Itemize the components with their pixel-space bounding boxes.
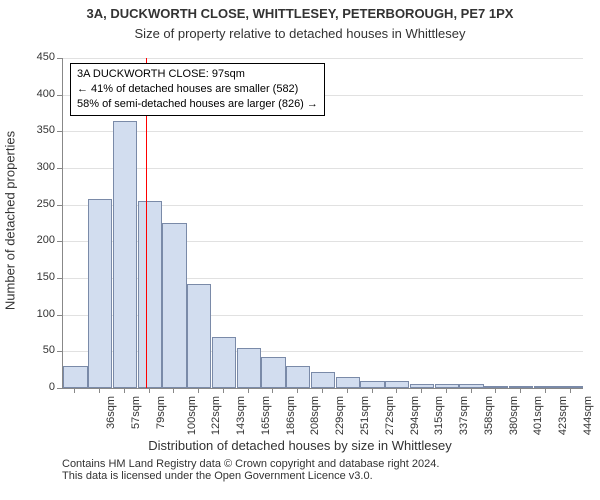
xtick-mark — [570, 388, 571, 393]
bar — [162, 223, 186, 388]
xtick-label: 186sqm — [285, 396, 297, 435]
bar — [286, 366, 310, 388]
bar — [360, 381, 384, 388]
ytick-mark — [57, 241, 62, 242]
ytick-label: 200 — [27, 234, 55, 246]
ytick-label: 400 — [27, 88, 55, 100]
bar — [435, 384, 459, 388]
xtick-label: 294sqm — [409, 396, 421, 435]
bar — [459, 384, 483, 388]
attribution-footer: Contains HM Land Registry data © Crown c… — [62, 458, 439, 482]
ytick-mark — [57, 131, 62, 132]
xtick-label: 122sqm — [211, 396, 223, 435]
xtick-label: 165sqm — [260, 396, 272, 435]
gridline — [63, 388, 583, 389]
bar — [237, 348, 261, 388]
gridline — [63, 168, 583, 169]
bar — [558, 386, 582, 388]
ytick-label: 250 — [27, 198, 55, 210]
x-axis-label: Distribution of detached houses by size … — [0, 438, 600, 453]
xtick-mark — [74, 388, 75, 393]
bar — [212, 337, 236, 388]
xtick-label: 401sqm — [532, 396, 544, 435]
bar — [63, 366, 87, 388]
bar — [534, 386, 558, 388]
xtick-mark — [347, 388, 348, 393]
xtick-mark — [248, 388, 249, 393]
ytick-label: 100 — [27, 308, 55, 320]
xtick-mark — [396, 388, 397, 393]
gridline — [63, 131, 583, 132]
annotation-line: 3A DUCKWORTH CLOSE: 97sqm — [77, 67, 318, 82]
chart-container: 3A, DUCKWORTH CLOSE, WHITTLESEY, PETERBO… — [0, 0, 600, 500]
xtick-mark — [149, 388, 150, 393]
xtick-label: 229sqm — [334, 396, 346, 435]
gridline — [63, 58, 583, 59]
xtick-label: 272sqm — [384, 396, 396, 435]
xtick-mark — [495, 388, 496, 393]
ytick-mark — [57, 168, 62, 169]
xtick-mark — [471, 388, 472, 393]
xtick-mark — [545, 388, 546, 393]
ytick-label: 150 — [27, 271, 55, 283]
xtick-label: 315sqm — [433, 396, 445, 435]
xtick-mark — [520, 388, 521, 393]
ytick-mark — [57, 58, 62, 59]
annotation-line: ← 41% of detached houses are smaller (58… — [77, 82, 318, 97]
bar — [311, 372, 335, 388]
ytick-mark — [57, 351, 62, 352]
xtick-mark — [99, 388, 100, 393]
bar — [385, 381, 409, 388]
ytick-mark — [57, 95, 62, 96]
xtick-label: 251sqm — [359, 396, 371, 435]
bar — [336, 377, 360, 388]
xtick-mark — [223, 388, 224, 393]
xtick-label: 57sqm — [130, 396, 142, 429]
bar — [113, 121, 137, 388]
xtick-mark — [297, 388, 298, 393]
chart-subtitle: Size of property relative to detached ho… — [0, 26, 600, 41]
xtick-mark — [272, 388, 273, 393]
bar — [187, 284, 211, 388]
ytick-label: 300 — [27, 161, 55, 173]
ytick-mark — [57, 278, 62, 279]
xtick-label: 100sqm — [186, 396, 198, 435]
ytick-mark — [57, 315, 62, 316]
xtick-label: 358sqm — [483, 396, 495, 435]
annotation-box: 3A DUCKWORTH CLOSE: 97sqm← 41% of detach… — [70, 63, 325, 116]
ytick-label: 50 — [27, 344, 55, 356]
chart-title: 3A, DUCKWORTH CLOSE, WHITTLESEY, PETERBO… — [0, 6, 600, 21]
xtick-label: 380sqm — [508, 396, 520, 435]
xtick-mark — [322, 388, 323, 393]
xtick-label: 208sqm — [310, 396, 322, 435]
annotation-line: 58% of semi-detached houses are larger (… — [77, 97, 318, 112]
ytick-mark — [57, 205, 62, 206]
bar — [138, 201, 162, 388]
xtick-mark — [372, 388, 373, 393]
xtick-label: 423sqm — [557, 396, 569, 435]
xtick-mark — [124, 388, 125, 393]
y-axis-label: Number of detached properties — [3, 131, 18, 311]
xtick-mark — [173, 388, 174, 393]
xtick-label: 337sqm — [458, 396, 470, 435]
xtick-label: 444sqm — [582, 396, 594, 435]
ytick-mark — [57, 388, 62, 389]
ytick-label: 0 — [27, 381, 55, 393]
xtick-mark — [421, 388, 422, 393]
xtick-label: 36sqm — [105, 396, 117, 429]
ytick-label: 450 — [27, 51, 55, 63]
xtick-mark — [198, 388, 199, 393]
xtick-label: 79sqm — [155, 396, 167, 429]
bar — [261, 357, 285, 388]
ytick-label: 350 — [27, 124, 55, 136]
bar — [88, 199, 112, 388]
xtick-label: 143sqm — [235, 396, 247, 435]
xtick-mark — [446, 388, 447, 393]
